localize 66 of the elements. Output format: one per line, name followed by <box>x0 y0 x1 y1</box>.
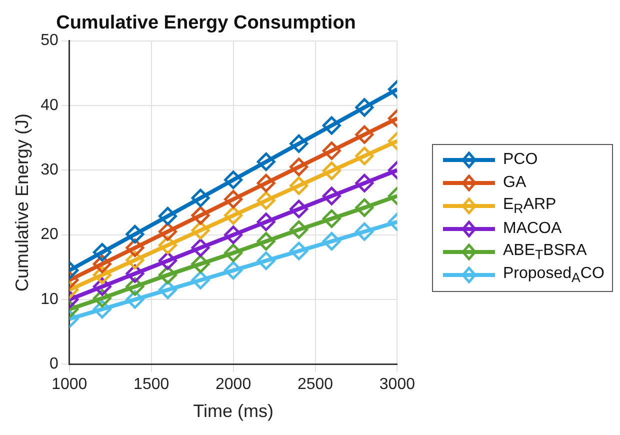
point <box>322 142 341 160</box>
point <box>322 162 341 180</box>
point <box>92 300 112 318</box>
point <box>191 206 210 225</box>
point <box>191 270 210 290</box>
legend-label: MACOA <box>503 220 562 238</box>
point <box>158 206 177 226</box>
point <box>355 222 374 241</box>
x-tick-label: 3000 <box>379 376 416 394</box>
y-tick-label: 20 <box>40 226 58 244</box>
point <box>256 232 276 251</box>
legend-label: E$_{R}$ARP <box>503 196 556 216</box>
x-tick-label: 1000 <box>52 376 88 394</box>
point <box>126 224 144 244</box>
y-axis-title: Cumulative Energy (J) <box>12 113 32 292</box>
point <box>191 254 210 274</box>
x-tick-label: 1500 <box>134 376 170 394</box>
point <box>322 186 341 206</box>
point <box>158 251 177 270</box>
point <box>322 116 341 135</box>
point <box>355 198 374 217</box>
legend-label: Proposed$_{A}$CO <box>503 264 604 286</box>
y-tick-label: 30 <box>40 162 58 179</box>
point <box>224 226 243 244</box>
point <box>355 174 374 192</box>
point <box>224 244 243 262</box>
y-tick-label: 10 <box>40 290 58 308</box>
point <box>224 170 243 190</box>
point <box>256 152 276 171</box>
point <box>256 212 276 232</box>
point <box>224 261 243 280</box>
y-tick-label: 50 <box>40 32 58 50</box>
point <box>126 250 144 270</box>
point <box>290 220 308 239</box>
point <box>322 232 341 251</box>
point <box>322 209 341 228</box>
point <box>290 200 308 218</box>
point <box>158 222 177 241</box>
point <box>224 206 243 225</box>
point <box>355 146 374 166</box>
point <box>290 134 308 153</box>
legend-label: PCO <box>503 151 538 169</box>
point <box>92 243 112 262</box>
legend-label: ABE$_{T}$BSRA <box>503 242 587 262</box>
x-tick-label: 2500 <box>297 376 334 394</box>
point <box>290 158 308 176</box>
point <box>191 188 210 208</box>
y-tick-label: 0 <box>49 356 58 373</box>
x-tick-label: 2000 <box>216 376 252 394</box>
legend-label: GA <box>503 174 526 192</box>
point <box>256 174 276 192</box>
point <box>191 221 210 240</box>
point <box>92 266 112 284</box>
chart-title: Cumulative Energy Consumption <box>56 12 356 34</box>
point <box>158 280 177 300</box>
point <box>224 190 243 209</box>
point <box>355 98 374 117</box>
x-axis-title: Time (ms) <box>193 401 274 422</box>
point <box>290 242 308 260</box>
point <box>256 191 276 210</box>
point <box>256 251 276 270</box>
point <box>191 238 210 258</box>
point <box>290 176 308 195</box>
point <box>355 125 374 144</box>
point <box>126 264 144 283</box>
y-tick-label: 40 <box>40 96 58 114</box>
